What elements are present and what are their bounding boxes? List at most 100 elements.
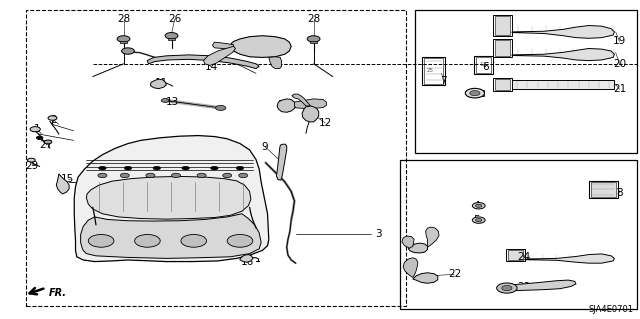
Circle shape [182, 166, 189, 170]
Circle shape [476, 204, 482, 207]
Circle shape [165, 33, 178, 39]
Circle shape [48, 116, 57, 120]
Circle shape [197, 173, 206, 178]
Text: 14: 14 [205, 62, 218, 72]
Text: 19: 19 [613, 36, 626, 47]
Circle shape [117, 36, 130, 42]
Circle shape [153, 166, 161, 170]
Bar [168, 38, 175, 40]
Polygon shape [302, 106, 319, 122]
Text: 20: 20 [613, 59, 626, 69]
Circle shape [497, 283, 517, 293]
Ellipse shape [134, 234, 160, 247]
Text: 5: 5 [474, 215, 480, 225]
Polygon shape [413, 273, 438, 283]
Circle shape [99, 166, 106, 170]
Circle shape [472, 203, 485, 209]
Polygon shape [86, 176, 251, 219]
Bar [310, 41, 317, 43]
Circle shape [307, 36, 320, 42]
Text: FR.: FR. [49, 288, 67, 298]
Polygon shape [426, 227, 439, 247]
Circle shape [44, 140, 52, 144]
Text: 7: 7 [440, 76, 447, 86]
Circle shape [161, 99, 169, 102]
Text: SJA4E0701: SJA4E0701 [589, 305, 634, 314]
Bar [424, 58, 443, 84]
Polygon shape [277, 99, 296, 112]
Text: 18: 18 [278, 100, 291, 110]
Circle shape [120, 173, 129, 178]
Circle shape [472, 217, 485, 223]
Text: 25: 25 [427, 68, 433, 73]
Circle shape [28, 158, 35, 162]
Polygon shape [150, 79, 166, 89]
Circle shape [98, 173, 107, 178]
Text: 27: 27 [40, 140, 52, 150]
Polygon shape [408, 243, 428, 253]
Bar [493, 39, 512, 57]
Text: 23: 23 [517, 282, 530, 292]
Circle shape [172, 173, 180, 178]
Text: 21: 21 [613, 84, 626, 94]
Polygon shape [512, 26, 614, 38]
Bar [474, 56, 493, 74]
Circle shape [124, 166, 132, 170]
Polygon shape [525, 254, 614, 263]
Text: 22: 22 [448, 269, 461, 279]
Polygon shape [292, 94, 310, 106]
Bar [495, 40, 510, 56]
Bar [591, 182, 616, 197]
Ellipse shape [88, 234, 114, 247]
Bar [467, 90, 484, 96]
Text: 2: 2 [50, 115, 56, 125]
Bar [493, 15, 512, 36]
Text: 15: 15 [61, 174, 74, 184]
Polygon shape [500, 280, 576, 291]
Bar [508, 250, 523, 260]
Text: 28: 28 [117, 14, 130, 24]
Circle shape [30, 127, 40, 132]
Bar [415, 10, 637, 153]
Polygon shape [294, 99, 326, 108]
Polygon shape [147, 55, 259, 69]
Text: 13: 13 [166, 97, 179, 107]
Text: 17: 17 [414, 245, 427, 256]
Bar [120, 41, 127, 43]
Bar [512, 80, 614, 89]
Polygon shape [403, 258, 418, 278]
Text: 25: 25 [470, 89, 483, 99]
Polygon shape [204, 46, 236, 65]
Circle shape [476, 219, 482, 222]
Text: 8: 8 [616, 188, 623, 198]
Text: 24: 24 [517, 252, 530, 262]
Polygon shape [81, 214, 261, 258]
Bar [495, 79, 510, 90]
Polygon shape [56, 174, 69, 194]
Text: 3: 3 [376, 229, 382, 240]
Ellipse shape [181, 234, 207, 247]
Polygon shape [402, 236, 414, 248]
Polygon shape [512, 48, 614, 61]
Bar [26, 10, 406, 306]
Text: 29: 29 [26, 161, 38, 171]
Polygon shape [230, 36, 291, 57]
Circle shape [239, 173, 248, 178]
Circle shape [502, 286, 512, 291]
Polygon shape [269, 57, 282, 69]
Circle shape [465, 88, 484, 98]
Text: 4: 4 [474, 201, 480, 211]
Circle shape [146, 173, 155, 178]
Polygon shape [74, 136, 269, 262]
Circle shape [211, 166, 218, 170]
Ellipse shape [227, 234, 253, 247]
Bar [506, 249, 525, 261]
Text: 17: 17 [480, 62, 486, 67]
Circle shape [223, 173, 232, 178]
Text: 6: 6 [482, 62, 488, 72]
Bar [422, 57, 445, 85]
Text: 16: 16 [241, 257, 253, 267]
Circle shape [36, 136, 43, 139]
Bar [495, 16, 510, 35]
Bar [589, 181, 618, 198]
